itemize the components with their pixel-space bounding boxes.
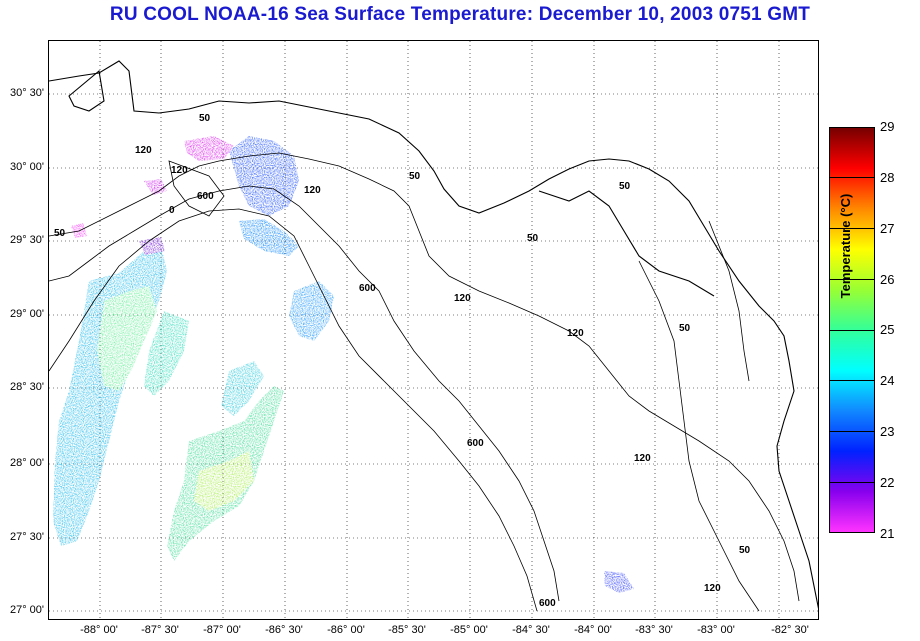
lat-label: 27° 00' bbox=[9, 604, 44, 616]
map-panel[interactable]: 50 120 120 600 50 120 600 50 50 50 120 1… bbox=[48, 40, 819, 620]
colorbar-tick bbox=[829, 228, 875, 229]
lat-label: 29° 30' bbox=[9, 234, 44, 246]
lat-label: 30° 00' bbox=[9, 161, 44, 173]
sst-patch-magenta-b bbox=[144, 179, 167, 195]
contour-label: 50 bbox=[199, 113, 211, 124]
sst-patch-magenta-c bbox=[71, 223, 87, 238]
colorbar-label: 26 bbox=[880, 272, 895, 287]
colorbar-label: 28 bbox=[880, 170, 895, 185]
contour-label: 50 bbox=[54, 228, 66, 239]
contour-labels: 50 120 120 600 50 120 600 50 50 50 120 1… bbox=[54, 113, 751, 609]
contour-label: 50 bbox=[739, 545, 751, 556]
colorbar-label: 25 bbox=[880, 322, 895, 337]
contour-label: 120 bbox=[171, 165, 188, 176]
contour-label: 600 bbox=[539, 598, 556, 609]
contour-label: 50 bbox=[409, 171, 421, 182]
contour-label: 120 bbox=[704, 583, 721, 594]
lat-label: 28° 00' bbox=[9, 457, 44, 469]
colorbar-label: 24 bbox=[880, 373, 895, 388]
colorbar-tick bbox=[829, 177, 875, 178]
sst-patch-southeast bbox=[604, 571, 634, 593]
bathymetry-contours bbox=[49, 152, 800, 612]
sst-patch-south-core bbox=[194, 451, 254, 511]
lat-label: 30° 30' bbox=[9, 87, 44, 99]
colorbar-tick bbox=[829, 330, 875, 331]
lon-label: -84° 00' bbox=[574, 624, 612, 636]
sst-patches bbox=[53, 136, 634, 593]
lon-label: -82° 30' bbox=[771, 624, 809, 636]
lon-label: -85° 30' bbox=[388, 624, 426, 636]
lon-label: -84° 30' bbox=[512, 624, 550, 636]
lon-label: -83° 00' bbox=[697, 624, 735, 636]
contour-label: 0 bbox=[169, 205, 175, 216]
sst-patch-mid-blue bbox=[289, 281, 334, 341]
lon-label: -85° 00' bbox=[450, 624, 488, 636]
contour-label: 50 bbox=[619, 181, 631, 192]
lat-label: 28° 30' bbox=[9, 381, 44, 393]
colorbar-tick bbox=[829, 482, 875, 483]
colorbar-tick bbox=[829, 279, 875, 280]
colorbar-label: 23 bbox=[880, 424, 895, 439]
colorbar-label: 27 bbox=[880, 221, 895, 236]
sst-patch-purple-d bbox=[139, 237, 165, 255]
lon-label: -83° 30' bbox=[635, 624, 673, 636]
sst-patch-magenta-a bbox=[184, 136, 234, 161]
sst-patch-north-cyan bbox=[239, 219, 299, 256]
lon-label: -87° 00' bbox=[203, 624, 241, 636]
contour-label: 120 bbox=[454, 293, 471, 304]
sst-patch-southwest-east bbox=[221, 361, 264, 416]
sst-patch-west-core bbox=[97, 286, 157, 391]
lon-label: -88° 00' bbox=[80, 624, 118, 636]
colorbar-title: Temperature (°C) bbox=[838, 193, 853, 299]
contour-label: 120 bbox=[304, 185, 321, 196]
sst-patch-west-middle bbox=[144, 311, 189, 396]
colorbar-label: 22 bbox=[880, 475, 895, 490]
contour-label: 50 bbox=[527, 233, 539, 244]
sst-patch-north-blue bbox=[229, 136, 299, 216]
contour-label: 120 bbox=[634, 453, 651, 464]
colorbar-label: 21 bbox=[880, 526, 895, 541]
colorbar-tick bbox=[829, 431, 875, 432]
contour-label: 50 bbox=[679, 323, 691, 334]
lon-label: -87° 30' bbox=[141, 624, 179, 636]
map-title: RU COOL NOAA-16 Sea Surface Temperature:… bbox=[109, 4, 811, 25]
coastline bbox=[49, 60, 818, 609]
colorbar-tick bbox=[829, 380, 875, 381]
lon-label: -86° 30' bbox=[265, 624, 303, 636]
contour-label: 600 bbox=[467, 438, 484, 449]
contour-label: 600 bbox=[359, 283, 376, 294]
lat-label: 27° 30' bbox=[9, 531, 44, 543]
contour-label: 600 bbox=[197, 191, 214, 202]
contour-label: 120 bbox=[135, 145, 152, 156]
contour-label: 120 bbox=[567, 328, 584, 339]
sst-map: 50 120 120 600 50 120 600 50 50 50 120 1… bbox=[49, 41, 818, 619]
colorbar-label: 29 bbox=[880, 119, 895, 134]
lon-label: -86° 00' bbox=[327, 624, 365, 636]
lat-label: 29° 00' bbox=[9, 308, 44, 320]
